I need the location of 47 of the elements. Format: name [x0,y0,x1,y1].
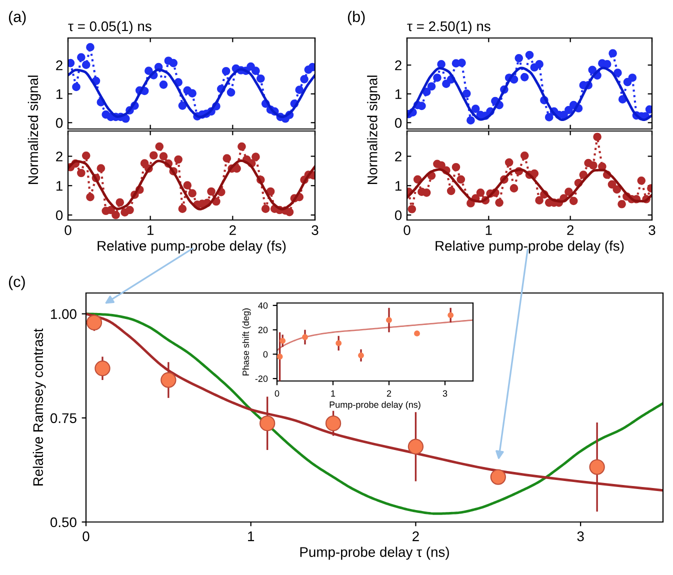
y-tick-label: 1 [395,181,402,191]
y-tick-label: 1 [56,181,62,191]
x-tick-label: 1 [331,390,336,397]
y-tick-label: 0 [394,118,402,128]
y-tick-label: 2 [395,60,402,70]
x-axis-title: Relative pump-probe delay (fs) [436,240,624,254]
x-tick-label: 2 [567,225,574,235]
x-tick-label: 3 [648,225,656,236]
y-tick-label: 2 [56,152,62,162]
y-tick-label: -20 [255,376,268,382]
x-tick-label: 3 [577,531,584,542]
chart-title: τ = 0.05(1) ns [68,20,152,34]
y-tick-label: 2 [56,60,62,70]
y-axis-title: Relative Ramsey contrast [32,328,46,486]
y-tick-label: 40 [258,302,268,309]
x-tick-label: 3 [312,225,318,236]
y-tick-label: 0.75 [50,413,76,424]
x-tick-label: 2 [386,390,392,397]
y-axis-title: Normalized signal [28,76,41,184]
x-tick-label: 3 [442,390,448,397]
text: (a) [8,10,26,26]
y-tick-label: 2 [395,152,402,162]
y-tick-label: 1.00 [51,309,76,319]
x-tick-label: 1 [148,225,154,235]
y-axis-title: Normalized signal [367,76,380,184]
x-axis-title: Relative pump-probe delay (fs) [98,240,286,254]
x-axis-title: Pump-probe delay (ns) [330,401,420,410]
y-tick-label: 0 [56,210,63,220]
y-tick-label: 20 [258,326,268,334]
x-tick-label: 1 [248,532,254,542]
chart-title: τ = 2.50(1) ns [407,20,490,34]
x-axis-title: Pump-probe delay τ (ns) [300,546,449,560]
y-tick-label: 0.50 [50,517,76,528]
x-tick-label: 0 [82,531,90,542]
x-tick-label: 2 [230,225,236,235]
text: (b) [348,10,365,26]
y-tick-label: 1 [395,89,402,99]
y-tick-label: 0 [394,210,402,220]
y-tick-label: 0 [263,351,268,358]
x-tick-label: 0 [404,225,410,236]
text: (c) [8,276,25,290]
y-axis-title: Phase shift (deg) [242,308,251,376]
y-tick-label: 1 [56,89,62,99]
x-tick-label: 0 [274,390,280,397]
x-tick-label: 2 [412,531,419,542]
x-tick-label: 1 [486,225,492,235]
y-tick-label: 0 [56,118,63,128]
